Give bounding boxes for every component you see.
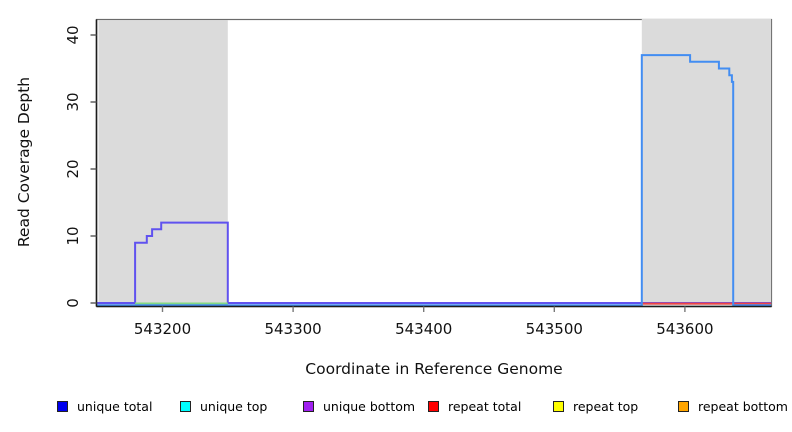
legend-swatch-repeat-bottom	[678, 401, 689, 412]
y-tick-label: 40	[64, 25, 82, 44]
legend-swatch-repeat-top	[553, 401, 564, 412]
y-axis-label: Read Coverage Depth	[15, 77, 33, 247]
legend-label: repeat total	[448, 399, 522, 414]
legend-item-unique-top: unique top	[180, 399, 267, 414]
y-tick-label: 0	[64, 298, 82, 308]
legend-swatch-unique-bottom	[303, 401, 314, 412]
legend-label: unique top	[200, 399, 268, 414]
y-tick-label: 10	[64, 226, 82, 245]
y-tick-label: 30	[64, 92, 82, 111]
x-tick-label: 543400	[395, 320, 452, 338]
legend-label: repeat bottom	[698, 399, 788, 414]
legend-item-unique-total: unique total	[57, 399, 152, 414]
series-unique-bottom	[97, 221, 772, 304]
x-axis-label: Coordinate in Reference Genome	[305, 360, 562, 378]
x-tick-label: 543200	[134, 320, 191, 338]
legend-swatch-unique-total	[57, 401, 68, 412]
y-tick-label: 20	[64, 159, 82, 178]
coverage-plot-svg: 543200 543300 543400 543500 543600010203040 …	[15, 18, 773, 378]
x-tick-label: 543500	[526, 320, 583, 338]
x-tick-label: 543600	[656, 320, 713, 338]
legend-label: unique total	[77, 399, 153, 414]
series-unique-total	[97, 54, 772, 307]
legend-item-unique-bottom: unique bottom	[303, 399, 415, 414]
x-tick-label: 543300	[264, 320, 321, 338]
legend: unique total unique top unique bottom repea…	[0, 0, 792, 414]
legend-label: unique bottom	[323, 399, 416, 414]
legend-item-repeat-top: repeat top	[553, 399, 638, 414]
left-flank-region	[98, 20, 228, 306]
legend-label: repeat top	[573, 399, 639, 414]
legend-item-repeat-total: repeat total	[428, 399, 521, 414]
legend-swatch-repeat-total	[428, 401, 439, 412]
right-flank-region	[641, 19, 772, 306]
legend-swatch-unique-top	[180, 401, 191, 412]
legend-item-repeat-bottom: repeat bottom	[678, 399, 788, 414]
